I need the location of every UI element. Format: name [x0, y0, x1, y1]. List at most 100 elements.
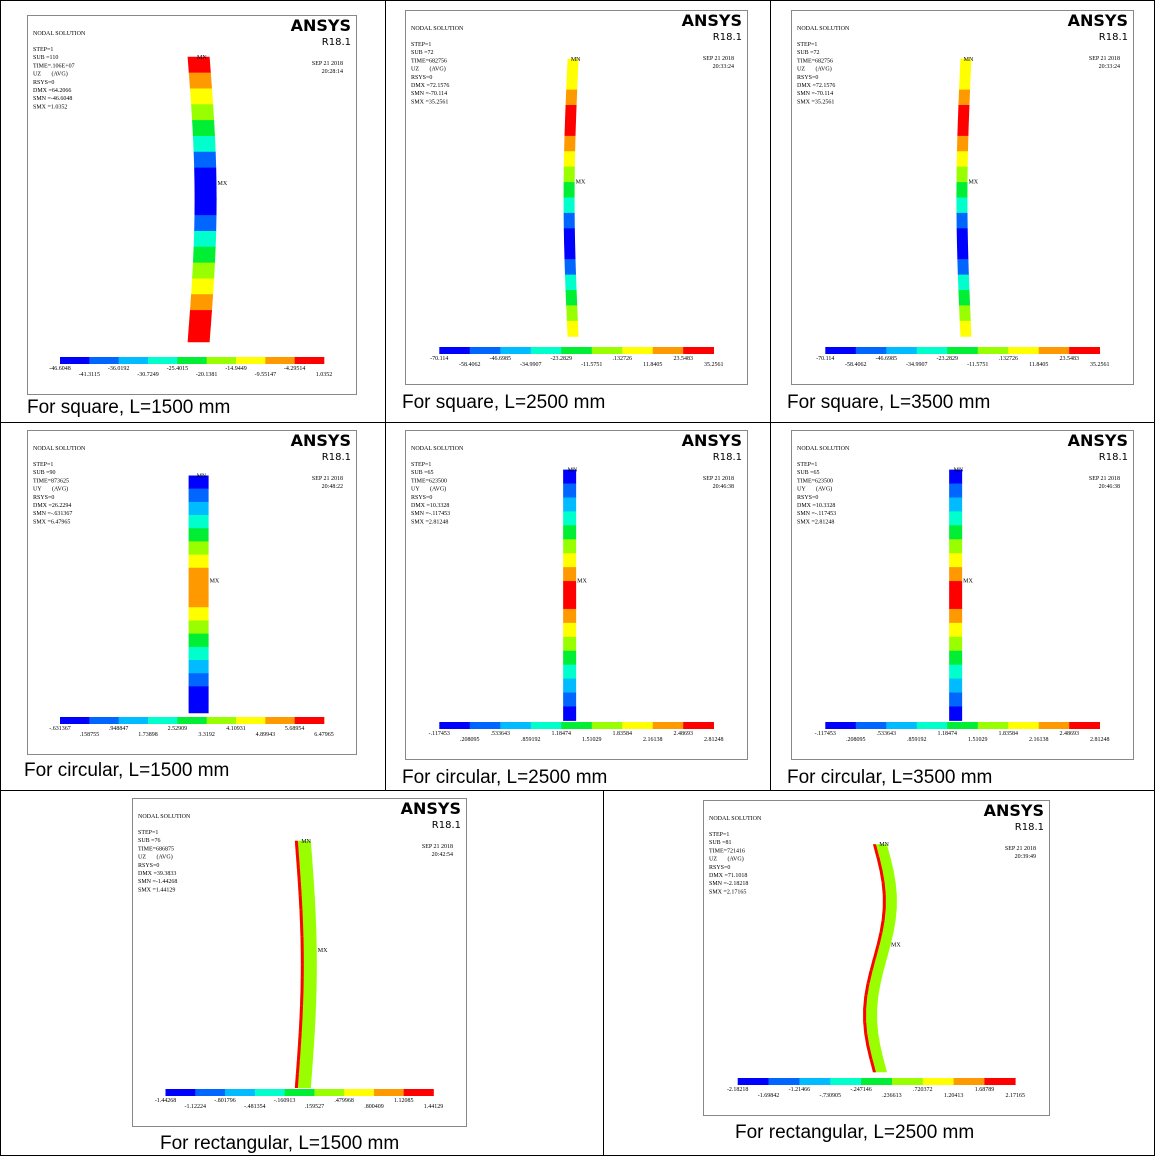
legend-label: .208095 [460, 737, 480, 743]
info-line: UZ (AVG) [411, 66, 446, 73]
beam-segment [949, 636, 963, 652]
min-marker: MN [301, 839, 311, 845]
info-line: UZ (AVG) [33, 71, 68, 78]
info-line: SMN =-70.114 [411, 91, 447, 97]
beam-edge [869, 958, 876, 972]
beam-segment [194, 183, 217, 200]
beam-segment [956, 197, 968, 214]
beam-segment [564, 135, 576, 152]
info-line: SUB =65 [797, 470, 820, 476]
legend-label: 2.48693 [673, 731, 693, 737]
colorbar-swatch [469, 722, 501, 729]
caption: For rectangular, L=1500 mm [160, 1133, 400, 1154]
beam-segment [563, 553, 577, 568]
beam-segment [563, 497, 577, 512]
beam-edge [296, 1046, 301, 1061]
beam-edge [295, 854, 300, 869]
plot-title: NODAL SOLUTION [797, 446, 850, 452]
beam-segment [959, 320, 972, 337]
beam-segment [564, 259, 576, 276]
beam-segment [563, 650, 577, 666]
info-line: SMX =2.17165 [709, 889, 746, 895]
colorbar-swatch [1038, 347, 1070, 354]
time: 20:39:49 [1015, 854, 1036, 860]
colorbar-swatch [652, 347, 684, 354]
beam-segment [194, 167, 217, 184]
colorbar-swatch [148, 357, 178, 364]
caption: For square, L=3500 mm [787, 392, 991, 413]
beam-segment [949, 469, 963, 485]
info-line: TIME=686875 [138, 846, 174, 852]
border [385, 0, 386, 790]
beam-segment [299, 1005, 317, 1020]
colorbar-swatch [886, 347, 918, 354]
beam-segment [958, 290, 971, 306]
legend-label: 1.12085 [394, 1098, 414, 1104]
beam-edge [863, 1008, 867, 1022]
colorbar-swatch [148, 717, 178, 724]
colorbar-swatch [469, 347, 501, 354]
beam-segment [949, 678, 963, 694]
max-marker: MX [210, 578, 220, 584]
plot-title: NODAL SOLUTION [33, 446, 86, 452]
date: SEP 21 2018 [703, 476, 734, 482]
info-line: DMX =26.2294 [33, 503, 71, 509]
legend-label: 1.0352 [316, 372, 333, 378]
info-line: TIME=721416 [709, 848, 745, 854]
colorbar-swatch [799, 1078, 831, 1085]
beam-segment [956, 166, 968, 183]
beam-segment [188, 475, 209, 490]
beam-segment [192, 120, 215, 137]
beam-edge [297, 881, 302, 897]
colorbar-swatch [683, 722, 714, 729]
time: 20:33:24 [713, 64, 734, 70]
beam-segment [188, 646, 209, 661]
legend-label: 1.83584 [612, 731, 632, 737]
legend-label: 2.17165 [1006, 1093, 1026, 1099]
info-line: STEP=1 [33, 47, 53, 53]
info-line: RSYS=0 [33, 495, 54, 501]
legend-label: 35.2561 [1090, 362, 1110, 368]
legend-label: -.481354 [244, 1104, 265, 1110]
info-line: TIME=682756 [797, 58, 833, 64]
colorbar-swatch [1008, 722, 1040, 729]
beam-segment [193, 230, 217, 248]
beam-segment [563, 228, 576, 245]
legend-label: -36.0192 [108, 366, 129, 372]
info-line: SUB =72 [797, 50, 820, 56]
beam-segment [188, 660, 209, 674]
legend-label: -58.4062 [845, 362, 867, 368]
info-line: DMX =71.1018 [709, 873, 747, 879]
beam-segment [188, 528, 209, 542]
beam-edge [876, 856, 883, 871]
beam-segment [295, 854, 313, 869]
logo: ANSYS [291, 16, 351, 35]
beam-segment [188, 594, 209, 608]
info-line: DMX =10.3328 [411, 503, 449, 509]
beam-edge [869, 1059, 876, 1073]
info-line: SMX =35.2561 [797, 99, 834, 105]
colorbar-swatch [294, 357, 325, 364]
legend-label: -70.114 [816, 356, 834, 362]
legend-label: -.631367 [49, 726, 71, 732]
info-line: UZ (AVG) [797, 66, 832, 73]
ansys-plot: NODAL SOLUTION STEP=1 SUB =90 TIME=873625 UY… [27, 430, 357, 755]
beam-edge [297, 1032, 302, 1047]
colorbar-swatch [236, 357, 266, 364]
plot-title: NODAL SOLUTION [411, 446, 464, 452]
beam-edge [300, 950, 304, 965]
info-line: TIME=682756 [411, 58, 447, 64]
min-marker: MN [571, 57, 581, 63]
beam-edge [299, 909, 304, 924]
beam-segment [949, 567, 963, 582]
beam-segment [189, 88, 214, 105]
beam-edge [298, 895, 303, 910]
beam-segment [564, 105, 577, 121]
legend-label: 1.51029 [582, 737, 602, 743]
colorbar-swatch [236, 717, 266, 724]
ansys-plot: NODAL SOLUTION STEP=1 SUB =65 TIME=623500 UY… [405, 430, 748, 760]
legend-label: 4.10931 [226, 726, 246, 732]
logo: ANSYS [682, 431, 742, 450]
colorbar-swatch [861, 1078, 893, 1085]
info-line: STEP=1 [709, 832, 729, 838]
